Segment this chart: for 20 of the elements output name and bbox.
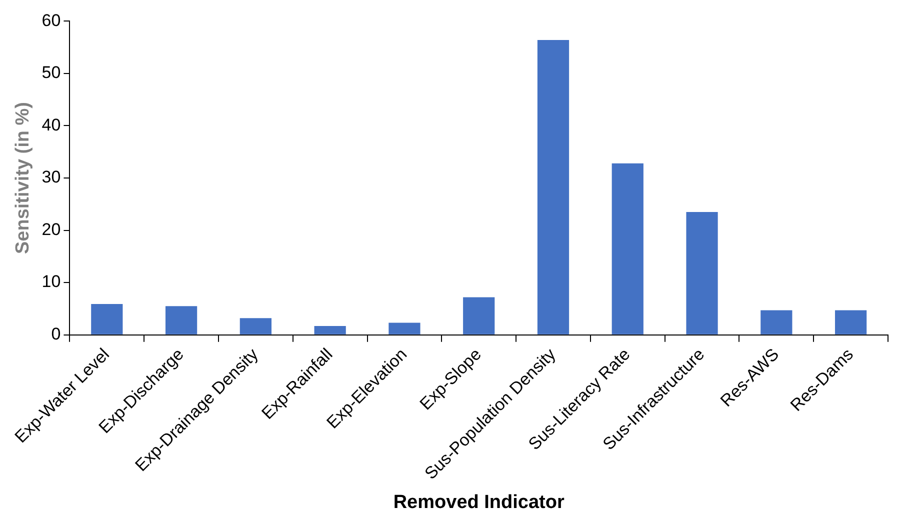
x-axis-title: Removed Indicator (393, 492, 565, 513)
bar (834, 310, 867, 334)
bar (537, 40, 570, 334)
bar (91, 304, 123, 334)
bar (388, 322, 420, 334)
y-tick-label: 50 (42, 63, 61, 82)
y-tick-label: 0 (51, 324, 61, 344)
y-tick-label: 20 (42, 220, 61, 239)
y-tick-label: 10 (42, 272, 61, 292)
bar (314, 326, 346, 334)
bar (760, 310, 792, 334)
bar (612, 163, 644, 334)
bar (240, 318, 272, 334)
bar (463, 297, 495, 334)
y-tick-label: 30 (42, 168, 61, 187)
y-axis-title: Sensitivity (in %) (12, 102, 34, 254)
bar (686, 212, 718, 334)
y-tick-label: 40 (42, 115, 61, 134)
y-tick-label: 60 (42, 10, 61, 30)
bar (165, 306, 198, 334)
